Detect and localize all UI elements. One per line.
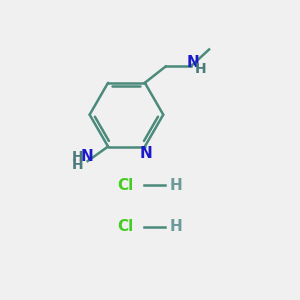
Text: H: H [72, 150, 83, 164]
Text: Cl: Cl [118, 219, 134, 234]
Text: H: H [72, 158, 83, 172]
Text: H: H [169, 219, 182, 234]
Text: H: H [169, 178, 182, 193]
Text: H: H [194, 62, 206, 76]
Text: N: N [186, 55, 199, 70]
Text: Cl: Cl [118, 178, 134, 193]
Text: N: N [80, 149, 93, 164]
Text: N: N [140, 146, 153, 160]
